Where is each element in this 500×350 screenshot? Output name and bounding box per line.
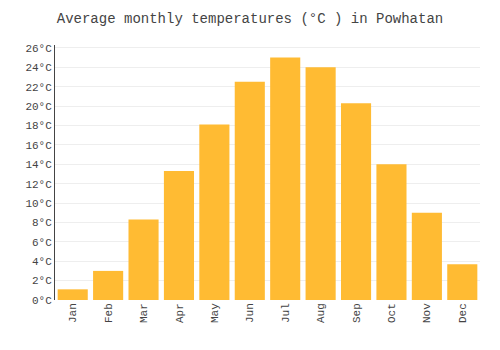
svg-text:Nov: Nov xyxy=(421,303,433,323)
svg-text:Aug: Aug xyxy=(315,303,327,323)
svg-text:Jun: Jun xyxy=(244,303,256,323)
svg-text:Apr: Apr xyxy=(174,303,186,323)
svg-text:4°C: 4°C xyxy=(32,256,52,268)
svg-text:2°C: 2°C xyxy=(32,275,52,287)
svg-text:May: May xyxy=(209,303,221,323)
svg-text:20°C: 20°C xyxy=(25,101,52,113)
svg-text:Jan: Jan xyxy=(67,303,79,323)
svg-text:Feb: Feb xyxy=(103,303,115,323)
svg-text:Dec: Dec xyxy=(457,303,469,323)
svg-text:Mar: Mar xyxy=(138,303,150,323)
svg-text:14°C: 14°C xyxy=(25,159,52,171)
svg-text:Average monthly temperatures (: Average monthly temperatures (°C ) in Po… xyxy=(57,11,443,27)
svg-text:Jul: Jul xyxy=(280,303,292,323)
svg-text:16°C: 16°C xyxy=(25,140,52,152)
svg-text:Sep: Sep xyxy=(351,303,363,323)
svg-text:26°C: 26°C xyxy=(25,43,52,55)
svg-text:12°C: 12°C xyxy=(25,179,52,191)
svg-text:8°C: 8°C xyxy=(32,217,52,229)
svg-text:0°C: 0°C xyxy=(32,295,52,307)
svg-text:22°C: 22°C xyxy=(25,82,52,94)
svg-text:10°C: 10°C xyxy=(25,198,52,210)
svg-text:Oct: Oct xyxy=(386,303,398,323)
svg-text:24°C: 24°C xyxy=(25,62,52,74)
svg-text:18°C: 18°C xyxy=(25,120,52,132)
svg-text:6°C: 6°C xyxy=(32,237,52,249)
